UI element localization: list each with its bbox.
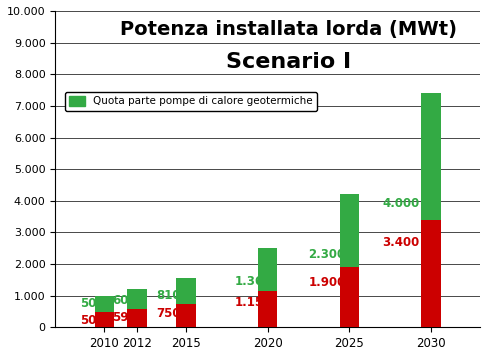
Text: Scenario I: Scenario I xyxy=(226,52,352,72)
Bar xyxy=(176,278,196,303)
Bar xyxy=(94,296,114,312)
Bar xyxy=(421,220,441,327)
Bar xyxy=(258,248,278,291)
Text: 590: 590 xyxy=(112,311,137,325)
Text: 3.400: 3.400 xyxy=(382,236,419,249)
Text: Potenza installata lorda (MWt): Potenza installata lorda (MWt) xyxy=(120,20,457,39)
Bar xyxy=(339,195,359,267)
Text: 500: 500 xyxy=(80,314,104,327)
Bar xyxy=(176,303,196,327)
Bar xyxy=(127,290,147,309)
Bar xyxy=(127,309,147,327)
Text: 810: 810 xyxy=(157,288,181,302)
Bar xyxy=(339,267,359,327)
Text: 750: 750 xyxy=(157,307,181,320)
Text: 1.900: 1.900 xyxy=(309,276,346,289)
Text: 500: 500 xyxy=(80,297,104,310)
Bar xyxy=(258,291,278,327)
Legend: Quota parte pompe di calore geotermiche: Quota parte pompe di calore geotermiche xyxy=(65,92,317,111)
Bar xyxy=(94,312,114,327)
Text: 2.300: 2.300 xyxy=(309,248,346,261)
Text: 600: 600 xyxy=(112,294,137,307)
Text: 4.000: 4.000 xyxy=(382,197,419,210)
Text: 1.360: 1.360 xyxy=(235,275,272,287)
Bar xyxy=(421,93,441,220)
Text: 1.150: 1.150 xyxy=(235,296,272,310)
